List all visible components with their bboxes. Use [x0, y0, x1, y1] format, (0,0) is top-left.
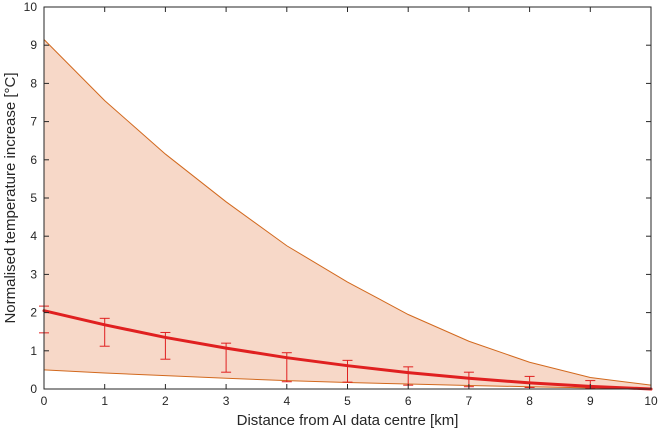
x-tick-label: 6 — [405, 394, 412, 408]
y-tick-label: 0 — [30, 382, 37, 396]
plot-area — [39, 39, 653, 391]
y-tick-label: 3 — [30, 267, 37, 281]
band-upper-edge — [43, 39, 652, 386]
x-tick-label: 9 — [587, 394, 594, 408]
x-axis-label: Distance from AI data centre [km] — [237, 412, 459, 429]
x-tick-label: 10 — [644, 394, 658, 408]
error-bar — [342, 359, 353, 383]
y-tick-label: 1 — [30, 344, 37, 358]
x-tick-label: 2 — [162, 394, 169, 408]
x-tick-label: 1 — [101, 394, 108, 408]
y-tick-label: 6 — [30, 153, 37, 167]
x-tick-label: 0 — [41, 394, 48, 408]
y-tick-label: 2 — [30, 306, 37, 320]
y-tick-label: 9 — [30, 38, 37, 52]
x-tick-label: 7 — [466, 394, 473, 408]
y-tick-label: 5 — [30, 191, 37, 205]
y-tick-label: 7 — [30, 115, 37, 129]
x-tick-label: 8 — [526, 394, 533, 408]
axes: 0 1 2 3 4 5 6 7 8 9 10 0 1 2 3 4 5 6 7 8 9 10 — [24, 0, 658, 408]
y-tick-label: 10 — [24, 0, 38, 14]
y-axis-label: Normalised temperature increase [°C] — [2, 72, 19, 323]
error-bar — [99, 317, 110, 347]
uncertainty-band — [44, 39, 651, 389]
x-tick-label: 4 — [283, 394, 290, 408]
y-tick-label: 4 — [30, 229, 37, 243]
y-tick-label: 8 — [30, 76, 37, 90]
x-tick-label: 5 — [344, 394, 351, 408]
x-tick-label: 3 — [223, 394, 230, 408]
